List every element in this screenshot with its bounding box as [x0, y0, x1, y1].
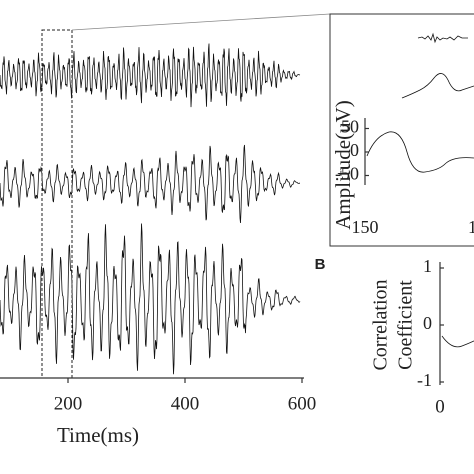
waveform — [0, 144, 300, 224]
inset-wave — [366, 131, 474, 173]
x-tick-label: 600 — [288, 393, 317, 414]
panel-label: B — [315, 256, 326, 273]
b-x-tick-label: 0 — [435, 396, 445, 417]
b-y-axis-label: Coefficient — [395, 280, 417, 370]
waveform — [0, 223, 301, 375]
inset-y-tick-label: -50 — [335, 164, 359, 184]
inset-box — [329, 13, 474, 247]
inset-x-tick-label: 1 — [468, 217, 474, 237]
b-y-tick-label: -1 — [417, 370, 432, 390]
b-y-tick-label: 1 — [423, 256, 432, 276]
x-axis-label: Time(ms) — [57, 423, 139, 447]
inset-wave — [401, 73, 474, 99]
b-y-axis-label: Correlation — [370, 279, 392, 370]
x-tick-label: 200 — [54, 393, 83, 414]
inset-wave — [417, 32, 468, 44]
inset-x-tick-label: 150 — [352, 217, 379, 237]
waveforms — [0, 43, 301, 375]
inset-y-axis-label: Amplitude(uV) — [331, 100, 355, 229]
inset-y-tick-label: 0 — [350, 140, 359, 160]
inset-y-tick-label: 50 — [341, 117, 359, 137]
zoom-line — [71, 13, 331, 31]
b-y-tick-label: 0 — [423, 313, 432, 333]
waveform — [0, 43, 301, 108]
b-curve — [441, 335, 474, 348]
x-tick-label: 400 — [171, 393, 200, 414]
